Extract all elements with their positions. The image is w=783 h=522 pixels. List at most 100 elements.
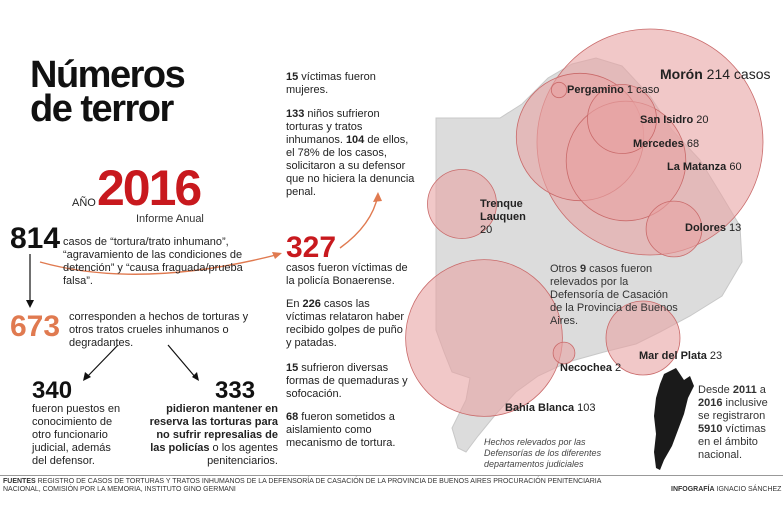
arrowhead-814-to-327 (272, 252, 282, 259)
city-value: 214 (706, 66, 731, 82)
map-note: Otros 9 casos fueron relevados por la De… (550, 263, 680, 328)
year-value: 2016 (97, 160, 202, 216)
stat-women: 15 víctimas fueron mujeres. (286, 71, 416, 97)
stat-327-number: 327 (286, 231, 337, 264)
bubble-dolores (645, 200, 703, 258)
arrowhead-814-to-673 (26, 300, 34, 308)
stat-isolation-text: fueron sometidos a aislamiento como meca… (286, 411, 396, 449)
city-label-trenque-lauquen: Trenque Lauquen 20 (480, 198, 540, 237)
bubble-mar-del-plata (605, 300, 681, 376)
stat-isolation: 68 fueron sometidos a aislamiento como m… (286, 411, 411, 450)
city-value: 13 (729, 222, 742, 234)
national-year-1: 2011 (732, 384, 757, 396)
stat-333-text: pidieron mantener en reserva las tortura… (145, 403, 278, 468)
stat-673-text: corresponden a hechos de torturas y otro… (69, 311, 249, 349)
city-name: Mar del Plata (639, 350, 707, 362)
footer-credit: INFOGRAFÍA IGNACIO SÁNCHEZ (671, 486, 781, 493)
city-value: 103 (577, 402, 596, 414)
city-value: 2 (615, 362, 622, 374)
city-label-mercedes: Mercedes 68 (633, 138, 699, 150)
city-value: 20 (696, 114, 709, 126)
stat-burns-text: sufrieron diversas formas de quemaduras … (286, 362, 408, 400)
city-name: Mercedes (633, 138, 684, 150)
stat-beatings-text: casos las víctimas relataron haber recib… (286, 298, 404, 349)
stat-beatings: En 226 casos las víctimas relataron habe… (286, 298, 411, 350)
credit-label: INFOGRAFÍA (671, 486, 715, 493)
stat-burns: 15 sufrieron diversas formas de quemadur… (286, 362, 411, 401)
map-italic-note: Hechos relevados por las Defensorías de … (484, 437, 602, 469)
arrowhead-327-to-top (373, 192, 382, 202)
national-pre: Desde (698, 384, 733, 396)
city-label-mar-del-plata: Mar del Plata 23 (639, 350, 722, 362)
stat-340-text: fueron puestos en conocimiento de otro f… (32, 403, 121, 467)
stat-814-text: casos de “tortura/trato inhumano”, “agra… (63, 236, 243, 287)
bubble-bahía-blanca (405, 259, 563, 417)
map-note-number: 9 (579, 263, 587, 275)
stat-340-number: 340 (32, 377, 73, 404)
bubble-layer (405, 28, 764, 417)
stat-beatings-number: 226 (302, 298, 321, 310)
city-name: Necochea (560, 362, 612, 374)
arrow-673-to-340 (85, 344, 119, 379)
stat-children-number-2: 104 (345, 134, 365, 146)
city-label-la-matanza: La Matanza 60 (667, 161, 742, 173)
arrowhead-673-to-340 (83, 372, 91, 381)
city-label-dolores: Dolores 13 (685, 222, 741, 234)
stat-814-number: 814 (10, 222, 61, 255)
title-line-1: Números (30, 54, 186, 96)
bubble-pergamino (550, 81, 568, 99)
city-value: 1 (626, 84, 634, 96)
arrow-327-to-top (339, 194, 379, 249)
stat-women-text: víctimas fueron mujeres. (286, 71, 376, 96)
city-value: 20 (480, 224, 493, 236)
city-name: Dolores (685, 222, 726, 234)
map-note-pre: Otros (550, 263, 580, 275)
year-prefix: AÑO (72, 197, 96, 209)
black-arrows (29, 254, 197, 379)
year-subtitle: Informe Anual (136, 213, 204, 225)
page-title: Números de terror (30, 54, 260, 130)
city-name: San Isidro (640, 114, 694, 126)
sources-text: Registro de casos de torturas y tratos i… (3, 478, 601, 493)
footer-rule (0, 475, 783, 498)
stat-333-number: 333 (215, 377, 256, 404)
city-name: Bahía Blanca (505, 402, 575, 414)
stat-women-number: 15 (286, 71, 299, 83)
stat-children-text-2: de ellos, el 78% de los casos, solicitar… (286, 134, 415, 198)
bubble-necochea (552, 341, 576, 365)
national-text: víctimas en el ámbito nacional. (698, 423, 766, 461)
city-label-pergamino: Pergamino 1 caso (567, 84, 659, 96)
stat-673-number: 673 (10, 310, 61, 343)
footer-sources: FUENTES Registro de casos de torturas y … (3, 478, 603, 494)
city-name: La Matanza (667, 161, 727, 173)
stat-333-rest: o los agentes penitenciarios. (207, 442, 278, 467)
national-mid-2: inclusive se registraron (698, 397, 768, 422)
stat-333-bold: pidieron mantener en reserva las tortura… (149, 403, 278, 454)
city-label-necochea: Necochea 2 (560, 362, 621, 374)
bubble-san-isidro (587, 84, 657, 154)
city-value: 60 (729, 161, 742, 173)
national-number: 5910 (698, 423, 723, 435)
stat-children-number: 133 (286, 108, 305, 120)
city-name: Morón (660, 66, 703, 82)
map-note-text: casos fueron relevados por la Defensoría… (550, 263, 678, 327)
national-year-2: 2016 (698, 397, 723, 409)
stat-327-text: casos fueron víctimas de la policía Bona… (286, 262, 408, 287)
city-name: Pergamino (567, 84, 624, 96)
city-value: 23 (709, 350, 723, 362)
city-label-bahia-blanca: Bahía Blanca 103 (505, 402, 596, 414)
city-label-san-isidro: San Isidro 20 (640, 114, 709, 126)
stat-isolation-number: 68 (286, 411, 299, 423)
bubble-trenque-lauquen (427, 169, 497, 239)
sources-label: FUENTES (3, 478, 36, 485)
title-line-2: de terror (30, 88, 174, 130)
national-mid: a (756, 384, 766, 396)
city-name: Trenque Lauquen (480, 198, 526, 223)
arrow-673-to-333 (167, 344, 197, 379)
argentina-silhouette (654, 368, 694, 470)
city-value: 68 (686, 138, 700, 150)
national-note: Desde 2011 a 2016 inclusive se registrar… (698, 384, 780, 462)
stat-burns-number: 15 (286, 362, 299, 374)
city-unit: casos (733, 66, 771, 82)
